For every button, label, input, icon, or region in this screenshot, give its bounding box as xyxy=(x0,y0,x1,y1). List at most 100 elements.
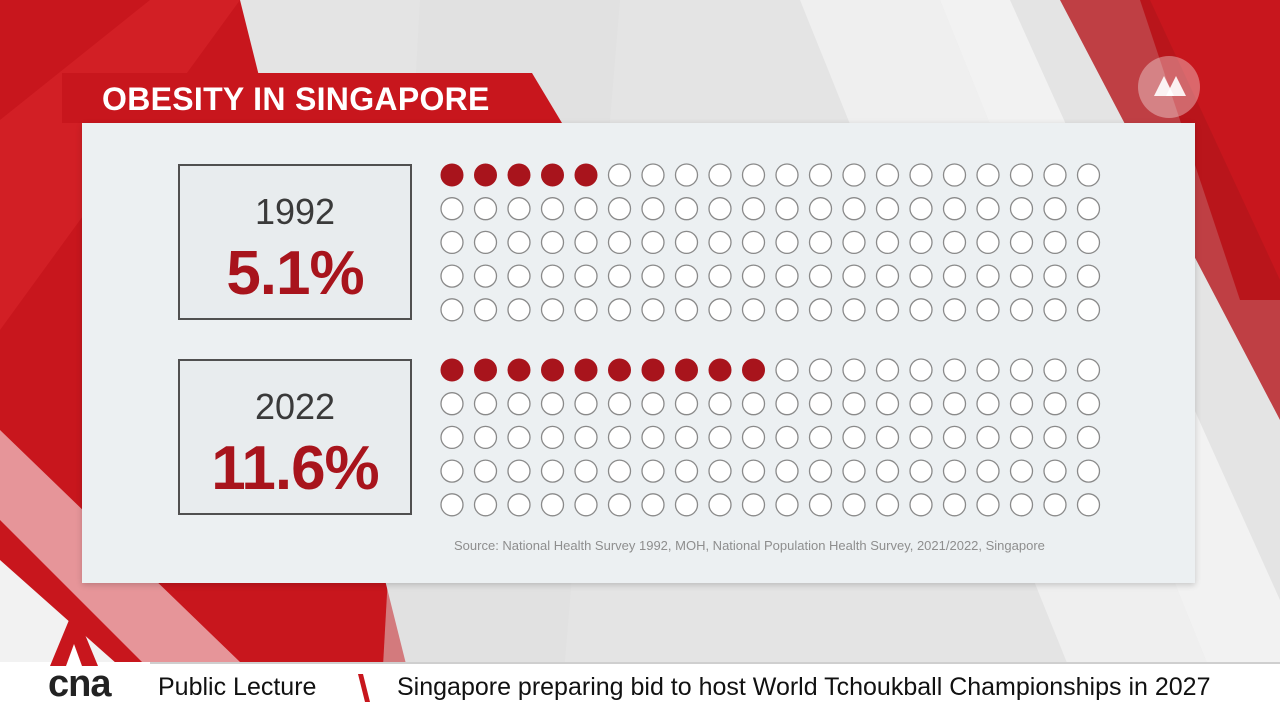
dot-empty xyxy=(842,264,866,288)
dot-empty xyxy=(507,459,531,483)
dot-filled xyxy=(574,163,598,187)
dot-empty xyxy=(976,392,1000,416)
dot-empty xyxy=(1043,425,1067,450)
dot-empty xyxy=(674,425,699,450)
dot-empty xyxy=(708,298,732,322)
dot-empty xyxy=(976,298,1000,322)
dot-empty xyxy=(842,392,866,416)
dot-empty xyxy=(473,230,498,255)
dot-empty xyxy=(875,197,900,221)
dot-empty xyxy=(473,298,498,322)
dot-empty xyxy=(976,163,1000,187)
dot-filled xyxy=(541,163,564,187)
dot-empty xyxy=(942,459,967,483)
chart-panel: 1992 5.1% 2022 11.6% Source: National He… xyxy=(82,123,1195,583)
percentage-label: 11.6% xyxy=(211,434,379,503)
dot-empty xyxy=(741,298,766,322)
dot-empty xyxy=(1043,163,1067,187)
dot-grid-2022 xyxy=(440,358,1101,517)
dot-empty xyxy=(1043,358,1067,382)
dot-empty xyxy=(574,493,598,517)
dot-empty xyxy=(842,425,866,450)
dot-empty xyxy=(674,493,699,517)
dot-empty xyxy=(875,459,900,483)
dot-empty xyxy=(440,298,464,322)
dot-empty xyxy=(942,264,967,288)
dot-empty xyxy=(674,298,699,322)
dot-filled xyxy=(507,163,531,187)
dot-empty xyxy=(775,392,799,416)
dot-empty xyxy=(507,298,531,322)
dot-empty xyxy=(440,425,464,450)
dot-empty xyxy=(674,163,699,187)
dot-empty xyxy=(473,459,498,483)
dot-filled xyxy=(474,163,497,187)
dot-empty xyxy=(909,264,933,288)
dot-empty xyxy=(1009,459,1034,483)
dot-empty xyxy=(540,392,565,416)
dot-empty xyxy=(1076,298,1101,322)
dot-empty xyxy=(808,425,833,450)
dot-empty xyxy=(976,264,1000,288)
dot-empty xyxy=(1009,493,1034,517)
news-ticker xyxy=(0,662,1280,720)
dot-empty xyxy=(808,358,833,382)
dot-empty xyxy=(607,493,632,517)
dot-empty xyxy=(1009,230,1034,255)
dot-empty xyxy=(674,230,699,255)
year-box-1992: 1992 5.1% xyxy=(178,164,412,320)
dot-empty xyxy=(808,264,833,288)
dot-empty xyxy=(607,230,632,255)
dot-empty xyxy=(507,392,531,416)
dot-empty xyxy=(1043,298,1067,322)
dot-empty xyxy=(875,163,900,187)
dot-empty xyxy=(1009,358,1034,382)
dot-empty xyxy=(440,230,464,255)
ticker-headline: Singapore preparing bid to host World Tc… xyxy=(397,673,1211,701)
dot-empty xyxy=(842,493,866,517)
dot-empty xyxy=(808,493,833,517)
channel-logo xyxy=(1138,56,1200,118)
dot-empty xyxy=(607,197,632,221)
dot-empty xyxy=(909,459,933,483)
dot-empty xyxy=(507,425,531,450)
source-note: Source: National Health Survey 1992, MOH… xyxy=(454,538,1045,553)
dot-empty xyxy=(674,264,699,288)
dot-empty xyxy=(741,264,766,288)
dot-empty xyxy=(1076,230,1101,255)
dot-empty xyxy=(1076,264,1101,288)
slash-separator-icon xyxy=(358,674,370,702)
dot-empty xyxy=(909,358,933,382)
dot-empty xyxy=(607,298,632,322)
dot-empty xyxy=(540,459,565,483)
dot-empty xyxy=(473,264,498,288)
dot-empty xyxy=(942,197,967,221)
dot-filled xyxy=(507,358,531,382)
dot-empty xyxy=(909,392,933,416)
dot-empty xyxy=(1076,459,1101,483)
dot-empty xyxy=(842,358,866,382)
dot-empty xyxy=(1076,163,1101,187)
dot-empty xyxy=(708,459,732,483)
dot-empty xyxy=(942,163,967,187)
dot-empty xyxy=(708,425,732,450)
dot-empty xyxy=(875,493,900,517)
dot-empty xyxy=(1043,493,1067,517)
dot-empty xyxy=(1043,264,1067,288)
dot-empty xyxy=(540,230,565,255)
dot-empty xyxy=(808,459,833,483)
dot-empty xyxy=(1009,392,1034,416)
dot-empty xyxy=(1043,459,1067,483)
dot-empty xyxy=(574,392,598,416)
dot-empty xyxy=(708,264,732,288)
dot-empty xyxy=(842,298,866,322)
dot-empty xyxy=(708,493,732,517)
dot-empty xyxy=(775,264,799,288)
dot-empty xyxy=(942,493,967,517)
dot-empty xyxy=(440,197,464,221)
dot-empty xyxy=(473,425,498,450)
dot-empty xyxy=(574,459,598,483)
dot-empty xyxy=(440,459,464,483)
dot-empty xyxy=(775,493,799,517)
dot-empty xyxy=(641,197,665,221)
